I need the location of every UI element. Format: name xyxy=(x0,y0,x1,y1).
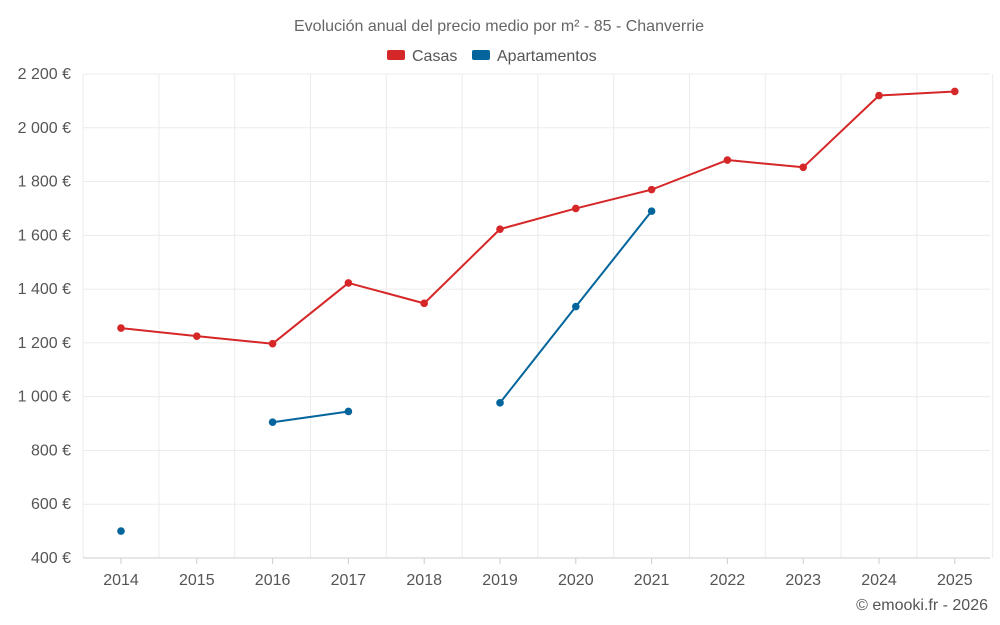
y-tick-label: 800 € xyxy=(31,442,71,459)
data-point-casas[interactable] xyxy=(344,279,353,287)
x-tick-label: 2023 xyxy=(785,572,821,589)
legend-label-apartamentos[interactable]: Apartamentos xyxy=(497,48,597,65)
y-tick-label: 1 400 € xyxy=(18,281,71,298)
credit-text: © emooki.fr - 2026 xyxy=(856,597,988,614)
series-line-casas xyxy=(120,90,955,345)
data-point-casas[interactable] xyxy=(799,163,807,172)
data-point-apartamentos[interactable] xyxy=(572,302,580,311)
data-point-casas[interactable] xyxy=(875,91,883,100)
plot-area xyxy=(117,87,959,535)
chart-title: Evolución anual del precio medio por m² … xyxy=(294,18,704,35)
x-tick-label: 2022 xyxy=(710,572,746,589)
y-tick-label: 1 200 € xyxy=(18,335,71,352)
x-tick-label: 2016 xyxy=(255,572,291,589)
data-point-apartamentos[interactable] xyxy=(344,407,353,416)
x-tick-label: 2017 xyxy=(331,572,367,589)
x-tick-label: 2018 xyxy=(406,572,442,589)
data-point-apartamentos[interactable] xyxy=(117,527,125,535)
y-tick-label: 600 € xyxy=(31,496,71,513)
data-point-casas[interactable] xyxy=(723,156,732,164)
x-tick-label: 2024 xyxy=(861,572,897,589)
gridlines xyxy=(82,73,994,558)
y-tick-label: 2 200 € xyxy=(18,66,71,83)
legend-swatch-casas xyxy=(387,50,405,60)
legend-swatch-apartamentos xyxy=(472,50,490,60)
data-point-apartamentos[interactable] xyxy=(647,207,656,215)
data-point-casas[interactable] xyxy=(951,87,959,96)
y-tick-label: 1 000 € xyxy=(18,389,71,406)
data-point-casas[interactable] xyxy=(420,299,429,308)
x-tick-label: 2025 xyxy=(937,572,973,589)
y-tick-label: 400 € xyxy=(31,550,71,567)
x-tick-label: 2019 xyxy=(482,572,518,589)
data-point-apartamentos[interactable] xyxy=(496,399,504,407)
data-point-casas[interactable] xyxy=(268,339,277,348)
legend-label-casas[interactable]: Casas xyxy=(412,48,457,65)
data-point-casas[interactable] xyxy=(572,204,580,213)
x-tick-label: 2015 xyxy=(179,572,215,589)
y-tick-label: 1 600 € xyxy=(18,227,71,244)
data-point-casas[interactable] xyxy=(193,332,201,340)
x-tick-label: 2020 xyxy=(558,572,594,589)
y-tick-label: 1 800 € xyxy=(18,174,71,191)
data-point-casas[interactable] xyxy=(496,225,504,233)
x-tick-label: 2021 xyxy=(634,572,670,589)
series-line-apartamentos xyxy=(272,410,349,424)
data-point-apartamentos[interactable] xyxy=(268,418,277,427)
data-point-casas[interactable] xyxy=(117,324,125,332)
legend: Casas Apartamentos xyxy=(387,48,597,65)
data-point-casas[interactable] xyxy=(647,185,656,194)
axes: 400 € 600 € 800 € 1 000 € 1 200 € 1 400 € 1 60… xyxy=(18,66,990,589)
x-tick-label: 2014 xyxy=(103,572,139,589)
y-tick-label: 2 000 € xyxy=(18,120,71,137)
